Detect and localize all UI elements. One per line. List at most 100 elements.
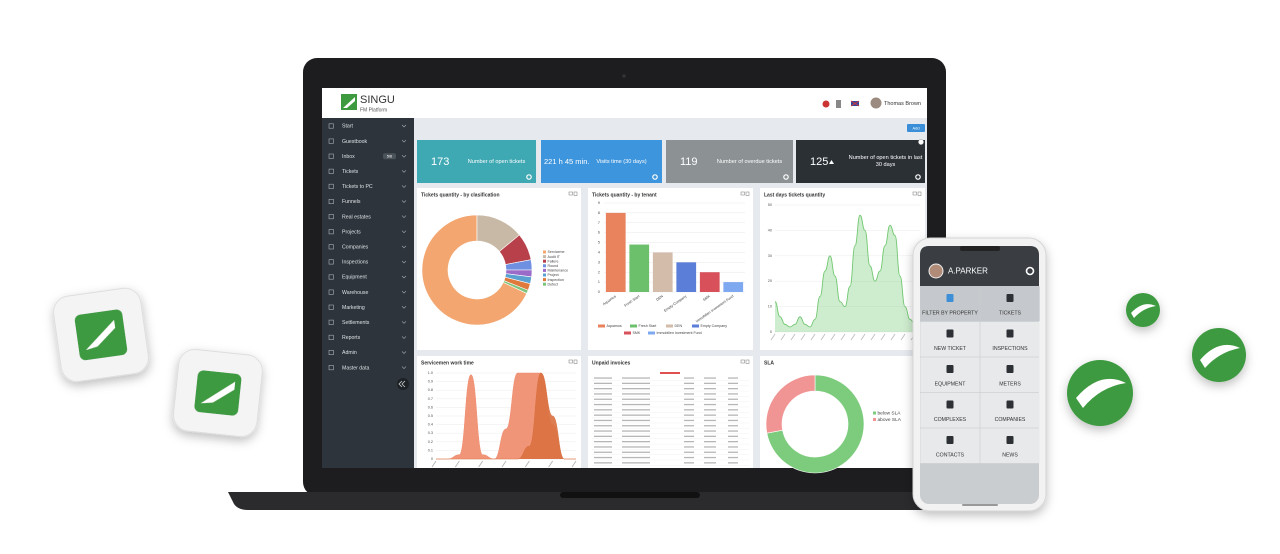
panel-title: Tickets quantity - by clasification [421,192,500,198]
panel-tool[interactable] [568,191,573,196]
tile-label[interactable]: INSPECTIONS [992,346,1028,352]
tile-label[interactable]: COMPLEXES [934,417,967,423]
phone-tile[interactable] [980,428,1040,464]
panel-title: Servicemen work time [421,360,474,366]
menu-chevron [401,275,407,279]
phone-tile[interactable] [920,392,980,428]
menu-icon [328,274,334,280]
tile-label[interactable]: CONTACTS [936,452,965,458]
badge [383,153,396,160]
legend-label: Failure [548,259,559,263]
donut-slice [766,374,865,474]
menu-item[interactable]: Tickets to PC [342,184,373,190]
tile-label[interactable]: TICKETS [999,310,1021,316]
kpi-settings[interactable] [918,139,924,145]
kpi-gear[interactable] [783,174,789,180]
menu-icon [328,168,334,174]
menu-item[interactable]: Settlements [342,320,370,326]
y-tick-label: 20 [768,279,772,283]
menu-item[interactable]: Warehouse [342,290,368,296]
tile-label[interactable]: NEWS [1002,452,1018,458]
table-cell [728,409,738,411]
y-tick-label: 0.1 [428,448,433,452]
tile-label[interactable]: NEW TICKET [934,346,967,352]
legend-label: SMK [633,331,641,335]
y-tick-label: 1 [598,279,601,284]
panel-tool[interactable] [912,191,917,196]
phone-tile[interactable] [920,286,980,322]
menu-item[interactable]: Master data [342,365,370,371]
bar [605,212,626,292]
table-cell [704,398,716,400]
table-cell [684,430,694,432]
legend-label: Audit IT [548,255,561,259]
kpi-row: 173 Number of open tickets 221 h 45 min. Vi… [417,139,925,183]
menu-item[interactable]: Companies [342,244,369,250]
menu-item[interactable]: Real estates [342,214,371,220]
legend-swatch [624,331,631,335]
tile-label[interactable]: EQUIPMENT [935,381,967,387]
tile-icon [946,329,954,338]
panel-tool[interactable] [740,191,745,196]
tile-label[interactable]: METERS [999,381,1021,387]
table-cell [684,377,694,379]
tile-icon [1006,329,1014,338]
menu-item[interactable]: Tickets [342,169,359,175]
x-tick-stub [900,333,906,341]
phone-tile[interactable] [980,392,1040,428]
add-button[interactable]: Add [907,124,925,132]
menu-item[interactable]: Start [342,124,354,130]
tile-label[interactable]: COMPANIES [995,417,1026,423]
menu-item[interactable]: Marketing [342,305,365,311]
menu-item[interactable]: Projects [342,229,361,235]
brand: SINGU FM Platform [341,94,395,113]
table-cell [684,451,694,453]
table-cell [704,462,716,464]
tile-icon [946,436,954,444]
table-cell [704,425,716,427]
menu-item[interactable]: Reports [342,335,361,341]
panel-tool[interactable] [573,191,578,196]
user-name[interactable]: Thomas Brown [884,101,921,107]
kpi-label-box: Number of open tickets [468,159,526,165]
menu-item[interactable]: Guestbook [342,139,367,145]
sidebar-collapse[interactable] [397,378,409,390]
menu-chevron [401,185,407,188]
y-tick-label: 0 [770,330,772,334]
add-label[interactable]: Add [912,126,919,131]
menu-item[interactable]: Inspections [342,260,369,266]
panel-tool[interactable] [745,359,750,364]
menu-item[interactable]: Equipment [342,275,367,281]
phone-tile[interactable] [920,428,980,464]
y-tick-label: 6 [598,230,601,235]
tile-label[interactable]: FILTER BY PROPERTY [922,310,978,316]
table-cell [728,435,738,437]
phone-tile[interactable] [920,357,980,393]
table-cell [594,441,612,443]
phone-tile[interactable] [980,286,1040,322]
x-tick-stub [780,333,786,341]
kpi-gear[interactable] [915,174,921,180]
panel-tool[interactable] [740,359,745,364]
table-cell [728,425,738,427]
panel-tool[interactable] [917,191,922,196]
menu-item[interactable]: Funnels [342,199,361,205]
menu-item[interactable]: Inbox [342,154,355,160]
y-tick-label: 0.2 [428,440,433,444]
table-cell [728,456,738,459]
kpi-gear[interactable] [526,174,532,180]
y-tick-label: 7 [598,220,601,225]
phone-tile[interactable] [920,321,980,357]
table-cell [594,456,612,459]
phone-tile[interactable] [980,357,1040,393]
kpi-gear[interactable] [652,174,658,180]
panel-tool[interactable] [745,191,750,196]
menu-item[interactable]: Admin [342,350,357,356]
phone-tile[interactable] [980,321,1040,357]
y-tick-label: 4 [598,250,601,255]
y-tick-label: 10 [768,305,772,309]
panel-tool[interactable] [573,359,578,364]
panel-tool[interactable] [568,359,573,364]
legend-swatch [873,411,876,415]
x-tick-stub [770,333,776,341]
